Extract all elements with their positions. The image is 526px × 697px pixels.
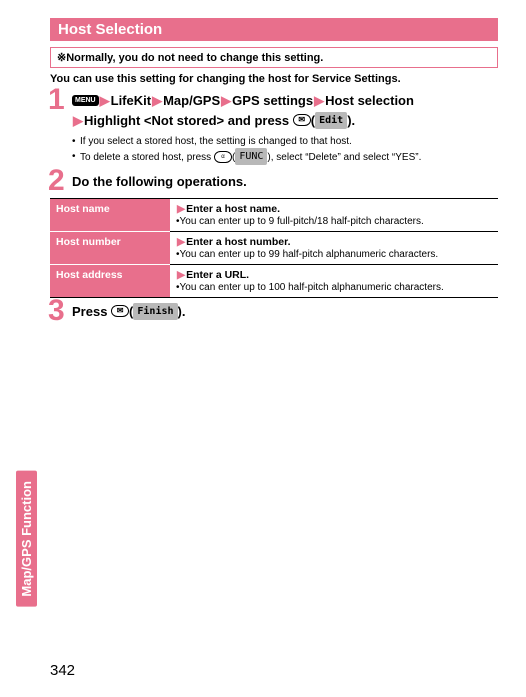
arrow-icon: ▶	[176, 236, 186, 248]
step-number: 2	[48, 166, 65, 196]
row-head: Enter a host number.	[186, 236, 290, 248]
step-1-bullets: If you select a stored host, the setting…	[72, 134, 498, 166]
step-number: 3	[48, 296, 65, 326]
table-row: Host number ▶Enter a host number. You ca…	[50, 231, 498, 264]
table-row: Host address ▶Enter a URL. You can enter…	[50, 264, 498, 297]
arrow-icon: ▶	[176, 203, 186, 215]
nav-hostselection: Host selection	[325, 93, 414, 108]
arrow-icon: ▶	[220, 93, 232, 108]
softkey-finish: Finish	[133, 303, 177, 320]
menu-icon: MENU	[72, 95, 99, 106]
row-sub: You can enter up to 99 half-pitch alphan…	[176, 249, 438, 260]
step-3-period: .	[182, 304, 186, 319]
bullet-item: If you select a stored host, the setting…	[72, 134, 498, 149]
settings-table: Host name ▶Enter a host name. You can en…	[50, 198, 498, 298]
side-tab: Map/GPS Function	[16, 471, 37, 607]
arrow-icon: ▶	[72, 113, 84, 128]
step-3: 3 Press ✉(Finish).	[50, 302, 498, 322]
row-name: Host number	[50, 231, 170, 264]
section-title: Host Selection	[50, 18, 498, 41]
table-row: Host name ▶Enter a host name. You can en…	[50, 198, 498, 231]
row-sub: You can enter up to 9 full-pitch/18 half…	[176, 216, 424, 227]
arrow-icon: ▶	[151, 93, 163, 108]
step-1-line2: Highlight <Not stored> and press	[84, 113, 293, 128]
mail-key-icon: ✉	[293, 114, 311, 126]
step-3-press: Press	[72, 304, 111, 319]
setting-note: ※Normally, you do not need to change thi…	[50, 47, 498, 68]
row-name: Host address	[50, 264, 170, 297]
nav-lifekit: LifeKit	[111, 93, 151, 108]
row-content: ▶Enter a URL. You can enter up to 100 ha…	[170, 264, 498, 297]
bullet-text: To delete a stored host, press	[80, 152, 214, 163]
row-content: ▶Enter a host number. You can enter up t…	[170, 231, 498, 264]
row-content: ▶Enter a host name. You can enter up to …	[170, 198, 498, 231]
softkey-edit: Edit	[315, 112, 347, 129]
step-1-text: MENU▶LifeKit▶Map/GPS▶GPS settings▶Host s…	[72, 91, 498, 130]
ir-key-icon: α	[214, 151, 232, 163]
bullet-tail: , select “Delete” and select “YES”.	[271, 152, 422, 163]
row-head: Enter a host name.	[186, 203, 280, 215]
mail-key-icon: ✉	[111, 305, 129, 317]
step-3-text: Press ✉(Finish).	[72, 302, 498, 322]
softkey-func: FUNC	[235, 148, 267, 165]
intro-text: You can use this setting for changing th…	[50, 73, 498, 85]
bullet-item: To delete a stored host, press α(FUNC), …	[72, 149, 498, 166]
row-name: Host name	[50, 198, 170, 231]
step-1: 1 MENU▶LifeKit▶Map/GPS▶GPS settings▶Host…	[50, 91, 498, 166]
nav-gpssettings: GPS settings	[232, 93, 313, 108]
row-head: Enter a URL.	[186, 269, 249, 281]
row-sub: You can enter up to 100 half-pitch alpha…	[176, 282, 444, 293]
step-number: 1	[48, 85, 65, 115]
step-2-text: Do the following operations.	[72, 172, 498, 192]
step-2: 2 Do the following operations.	[50, 172, 498, 192]
page-number: 342	[50, 662, 75, 679]
nav-mapgps: Map/GPS	[163, 93, 220, 108]
arrow-icon: ▶	[176, 269, 186, 281]
arrow-icon: ▶	[313, 93, 325, 108]
arrow-icon: ▶	[99, 93, 111, 108]
